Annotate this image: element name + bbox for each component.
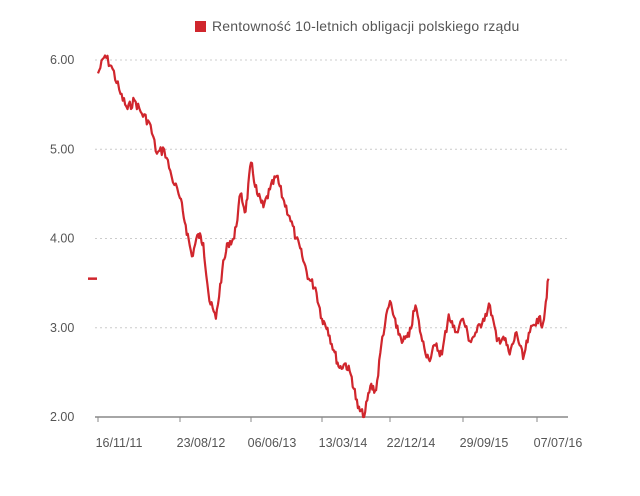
x-tick-label: 13/03/14	[319, 436, 368, 450]
x-axis-ticks: 16/11/11 23/08/12 06/06/13 13/03/14 22/12/14…	[96, 417, 583, 450]
legend-swatch	[195, 20, 206, 32]
series-line	[96, 54, 550, 419]
x-tick-label: 22/12/14	[387, 436, 436, 450]
x-tick-label: 16/11/11	[96, 436, 143, 450]
y-tick-label: 3.00	[50, 321, 74, 335]
y-tick-label: 4.00	[50, 232, 74, 246]
x-tick-label: 23/08/12	[177, 436, 226, 450]
legend: Rentowność 10-letnich obligacji polskieg…	[195, 16, 519, 36]
x-tick-label: 07/07/16	[534, 436, 583, 450]
x-tick-label: 29/09/15	[460, 436, 509, 450]
y-axis-ticks: 6.00 5.00 4.00 3.00 2.00	[50, 53, 74, 424]
legend-label: Rentowność 10-letnich obligacji polskieg…	[212, 18, 520, 34]
series-layer	[96, 54, 550, 419]
x-tick-label: 06/06/13	[248, 436, 297, 450]
y-tick-label: 2.00	[50, 410, 74, 424]
y-tick-label: 6.00	[50, 53, 74, 67]
y-tick-label: 5.00	[50, 142, 74, 156]
grid-lines	[95, 59, 568, 418]
